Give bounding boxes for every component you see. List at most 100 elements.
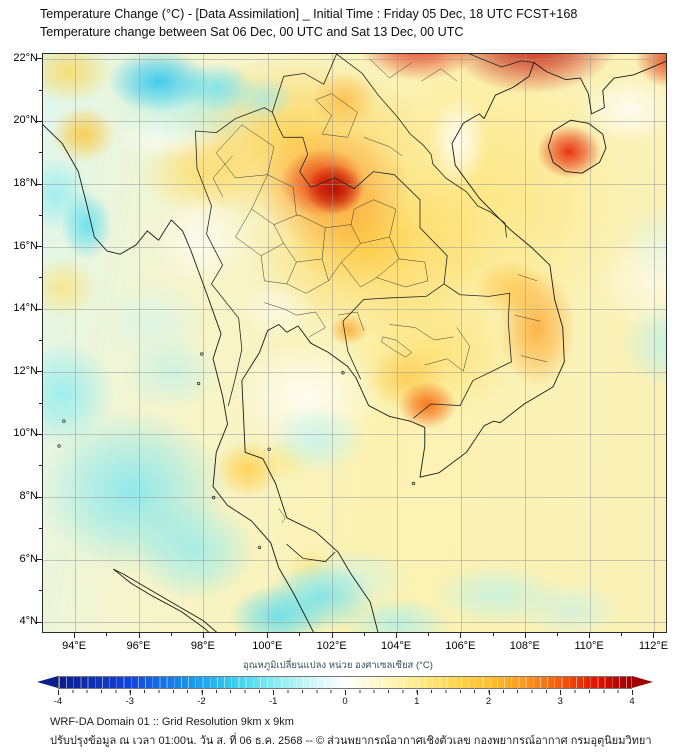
y-axis-tick: [37, 308, 42, 310]
island-dot: [411, 481, 416, 486]
y-axis-tick: [37, 496, 42, 498]
y-axis-minor-tick: [39, 590, 42, 592]
gridline-latitude: [43, 497, 666, 499]
x-axis-minor-tick: [492, 633, 494, 636]
province-border-path: [337, 311, 365, 331]
island-dot: [200, 352, 204, 356]
province-border-path: [370, 59, 413, 79]
island-dot: [267, 447, 271, 451]
y-axis-minor-tick: [39, 527, 42, 529]
y-axis-tick-label: 16°N: [13, 239, 38, 252]
province-border-path: [278, 508, 286, 523]
province-border-path: [296, 214, 326, 260]
coastline-path: [533, 60, 666, 115]
gridline-longitude: [396, 54, 398, 632]
y-axis-tick: [37, 559, 42, 561]
province-border-path: [421, 68, 458, 82]
y-axis-tick: [37, 120, 42, 122]
gridline-latitude: [43, 246, 666, 248]
colorbar-tick-label: 4: [629, 696, 635, 707]
y-axis-tick: [37, 621, 42, 623]
x-axis-tick-label: 112°E: [638, 640, 669, 652]
y-axis-minor-tick: [39, 465, 42, 467]
island-dot: [57, 444, 61, 448]
y-axis-tick-label: 14°N: [13, 302, 38, 315]
province-border-path: [517, 274, 538, 282]
y-axis-tick-label: 8°N: [19, 490, 38, 503]
country-border-path: [271, 54, 337, 113]
x-axis-tick: [589, 633, 591, 638]
y-axis-tick-label: 22°N: [13, 51, 38, 64]
y-axis-tick-label: 20°N: [13, 114, 38, 127]
x-axis-tick-label: 98°E: [190, 640, 215, 652]
colorbar-right-arrow: [632, 676, 653, 688]
island-dot: [257, 545, 262, 550]
island-dot: [62, 419, 66, 423]
gridline-latitude: [43, 58, 666, 60]
y-axis-tick-label: 18°N: [13, 177, 38, 190]
x-axis-tick: [396, 633, 398, 638]
gridline-latitude: [43, 371, 666, 373]
x-axis-tick-label: 94°E: [62, 640, 87, 652]
colorbar-tick-label: 2: [485, 696, 492, 707]
y-axis-tick: [37, 371, 42, 373]
y-axis-tick: [37, 58, 42, 60]
gridline-longitude: [589, 54, 591, 632]
province-border-path: [424, 327, 470, 372]
province-border-path: [376, 258, 429, 288]
x-axis-tick: [524, 633, 526, 638]
y-axis-tick-label: 12°N: [13, 364, 38, 377]
y-axis-minor-tick: [39, 340, 42, 342]
colorbar-left-arrow: [37, 676, 58, 688]
x-axis-minor-tick: [106, 633, 108, 636]
y-axis-tick-label: 4°N: [19, 615, 38, 628]
province-border-path: [296, 311, 326, 338]
colorbar-gradient-bar: [58, 676, 632, 689]
country-border-path: [413, 292, 512, 419]
gridline-longitude: [525, 54, 527, 632]
chart-title: Temperature Change (°C) - [Data Assimila…: [40, 7, 578, 21]
province-border-path: [389, 324, 454, 341]
island-dot: [196, 382, 201, 386]
lake-outline: [381, 336, 413, 358]
x-axis-tick-label: 108°E: [509, 640, 540, 652]
province-border-path: [286, 258, 329, 294]
country-border-path: [443, 283, 511, 297]
colorbar-major-tick: [273, 690, 275, 695]
x-axis-tick-label: 100°E: [252, 640, 283, 652]
y-axis-tick: [37, 183, 42, 185]
province-border-path: [325, 224, 361, 282]
x-axis-tick: [202, 633, 204, 638]
x-axis-tick: [331, 633, 333, 638]
temperature-anomaly-field: [43, 54, 666, 632]
gridline-latitude: [43, 559, 666, 561]
y-axis-tick-label: 6°N: [19, 552, 38, 565]
province-border-path: [215, 124, 275, 179]
x-axis-minor-tick: [170, 633, 172, 636]
province-border-path: [363, 137, 403, 157]
colorbar-major-tick: [58, 690, 59, 695]
country-border-path: [195, 130, 243, 406]
x-axis-tick-label: 102°E: [316, 640, 347, 652]
province-border-path: [514, 314, 541, 322]
y-axis-minor-tick: [39, 402, 42, 404]
x-axis-minor-tick: [621, 633, 623, 636]
province-border-path: [341, 236, 400, 288]
colorbar-tick-label: -4: [53, 696, 63, 707]
gridline-longitude: [267, 54, 269, 632]
gridline-longitude: [74, 54, 76, 632]
colorbar-tick-label: 3: [557, 696, 563, 707]
chart-subtitle: Temperature change between Sat 06 Dec, 0…: [40, 25, 464, 39]
coastline-path: [113, 568, 218, 632]
colorbar-major-tick: [488, 690, 490, 695]
colorbar-tick-label: 0: [342, 696, 348, 707]
gridline-longitude: [332, 54, 334, 632]
country-border-path: [336, 54, 507, 238]
footer-update-info: ปรับปรุงข้อมูล ณ เวลา 01:00น. วัน ส. ที่…: [50, 735, 652, 747]
x-axis-tick: [74, 633, 76, 638]
colorbar-label: อุณหภูมิเปลี่ยนแปลง หน่วย องศาเซลเซียส (…: [243, 660, 433, 671]
x-axis-tick: [267, 633, 269, 638]
island-dot: [341, 371, 345, 375]
x-axis-minor-tick: [299, 633, 301, 636]
province-border-path: [350, 199, 397, 238]
